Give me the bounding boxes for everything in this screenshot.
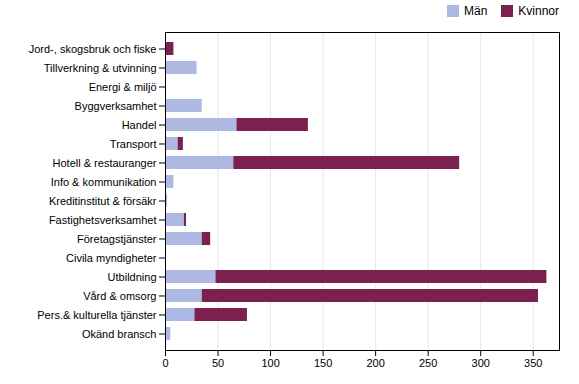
svg-text:Tillverkning & utvinning: Tillverkning & utvinning — [44, 62, 157, 74]
svg-text:250: 250 — [419, 357, 437, 369]
svg-text:Byggverksamhet: Byggverksamhet — [75, 100, 157, 112]
svg-text:Utbildning: Utbildning — [108, 271, 157, 283]
svg-text:100: 100 — [261, 357, 279, 369]
svg-text:150: 150 — [314, 357, 332, 369]
svg-text:Transport: Transport — [110, 138, 157, 150]
svg-text:200: 200 — [366, 357, 384, 369]
svg-text:Civila myndigheter: Civila myndigheter — [66, 252, 157, 264]
svg-text:350: 350 — [524, 357, 542, 369]
svg-text:Företagstjänster: Företagstjänster — [77, 233, 157, 245]
svg-text:Fastighetsverksamhet: Fastighetsverksamhet — [49, 214, 157, 226]
svg-text:Energi & miljö: Energi & miljö — [89, 81, 157, 93]
svg-text:Okänd bransch: Okänd bransch — [82, 328, 157, 340]
svg-text:Info & kommunikation: Info & kommunikation — [51, 176, 157, 188]
html-text:Män: Män — [464, 4, 488, 18]
svg-text:Hotell & restauranger: Hotell & restauranger — [53, 157, 157, 169]
svg-text:Handel: Handel — [122, 119, 157, 131]
svg-text:Jord-, skogsbruk och fiske: Jord-, skogsbruk och fiske — [29, 43, 157, 55]
svg-text:50: 50 — [212, 357, 224, 369]
svg-text:0: 0 — [162, 357, 168, 369]
svg-text:300: 300 — [472, 357, 490, 369]
svg-text:Pers.& kulturella tjänster: Pers.& kulturella tjänster — [37, 309, 157, 321]
svg-text:Kreditinstitut & försäkr: Kreditinstitut & försäkr — [49, 195, 157, 207]
svg-text:Vård & omsorg: Vård & omsorg — [83, 290, 156, 302]
html-text:Kvinnor: Kvinnor — [518, 4, 559, 18]
